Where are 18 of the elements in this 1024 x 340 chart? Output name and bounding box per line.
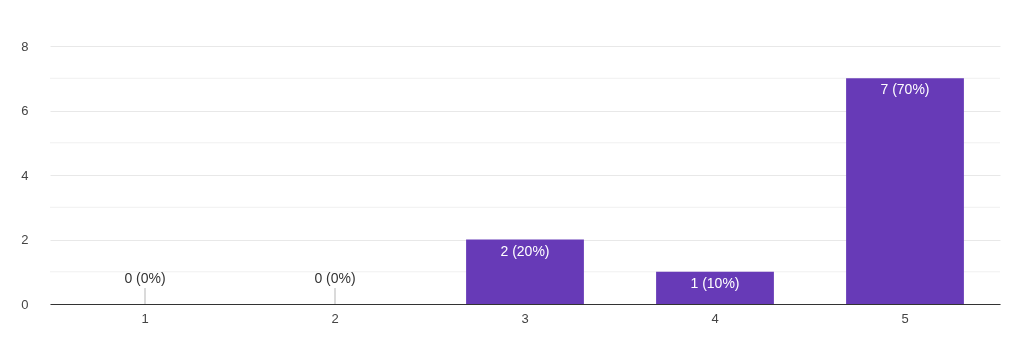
data-label: 0 (0%) (314, 270, 356, 286)
data-label: 7 (70%) (880, 81, 930, 98)
y-tick-label: 0 (21, 296, 29, 312)
x-tick-label: 1 (141, 310, 149, 326)
data-label: 0 (0%) (124, 270, 166, 286)
data-label: 1 (10%) (690, 274, 740, 291)
x-tick-label: 5 (901, 310, 909, 326)
y-tick-label: 6 (21, 103, 29, 118)
y-tick-label: 8 (21, 38, 29, 54)
bar (846, 78, 964, 304)
y-tick-label: 4 (21, 167, 29, 183)
y-tick-label: 2 (21, 232, 29, 247)
x-tick-label: 2 (331, 310, 339, 326)
x-tick-label: 3 (521, 310, 529, 326)
bar (656, 271, 774, 304)
bar (466, 239, 584, 304)
data-label: 2 (20%) (500, 242, 550, 259)
x-tick-label: 4 (711, 310, 719, 326)
